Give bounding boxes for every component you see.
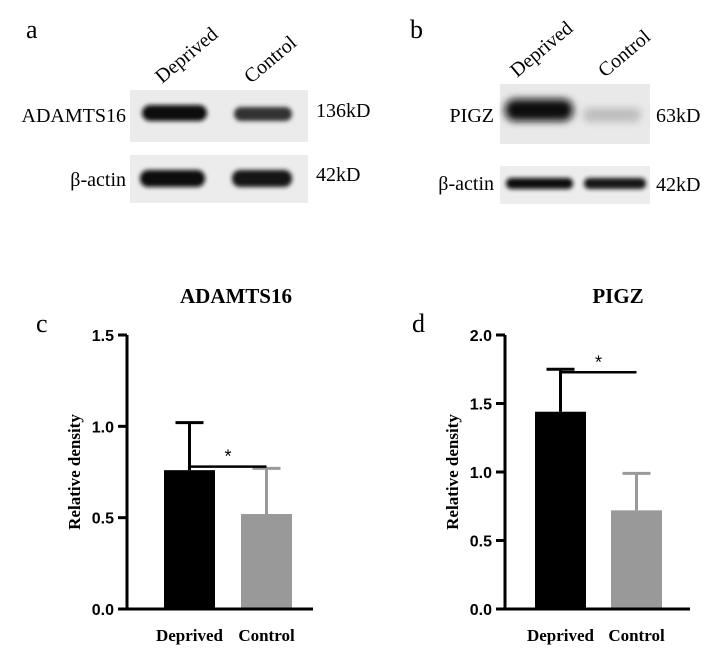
panel-b-lane-control: Control bbox=[594, 25, 655, 81]
band-a-actin-deprived bbox=[140, 170, 205, 187]
y-tick-label: 0.5 bbox=[470, 534, 492, 551]
y-tick-label: 0.0 bbox=[470, 602, 492, 619]
y-tick-label: 2.0 bbox=[470, 328, 492, 345]
band-b-actin-deprived bbox=[506, 178, 573, 189]
significance-marker: * bbox=[224, 447, 231, 467]
y-tick-label: 1.0 bbox=[92, 419, 114, 436]
significance-marker: * bbox=[595, 352, 602, 372]
panel-a-lane-control: Control bbox=[240, 31, 301, 87]
panel-b-letter: b bbox=[410, 15, 423, 44]
blot-b-label-actin: β-actin bbox=[438, 173, 494, 195]
x-tick-label: Control bbox=[608, 626, 665, 645]
blot-a-label-actin: β-actin bbox=[70, 169, 126, 191]
x-tick-label: Deprived bbox=[527, 626, 595, 645]
bar-control bbox=[241, 514, 292, 609]
panel-d-letter: d bbox=[412, 309, 425, 338]
panel-c-letter: c bbox=[36, 309, 48, 338]
panel-a-lane-deprived: Deprived bbox=[151, 23, 222, 88]
chart-title: PIGZ bbox=[592, 284, 643, 308]
y-axis-label: Relative density bbox=[443, 414, 462, 530]
panel-a-blot: a Deprived Control ADAMTS16 β-actin 136k… bbox=[22, 15, 370, 203]
y-axis-label: Relative density bbox=[65, 414, 84, 530]
panel-b-lane-deprived: Deprived bbox=[506, 17, 577, 82]
blot-b-size-63kd: 63kD bbox=[656, 105, 700, 127]
chart-title: ADAMTS16 bbox=[180, 284, 292, 308]
y-tick-label: 0.5 bbox=[92, 511, 114, 528]
y-tick-label: 1.0 bbox=[470, 465, 492, 482]
panel-b-blot: b Deprived Control PIGZ β-actin 63kD 42k… bbox=[410, 15, 700, 204]
blot-a-size-136kd: 136kD bbox=[316, 100, 370, 122]
band-b-pigz-deprived bbox=[505, 99, 573, 121]
chart-adamts16: ADAMTS16 Relative density Deprived Control 0… bbox=[65, 284, 313, 645]
band-a-adamts16-control bbox=[234, 107, 292, 121]
bar-deprived bbox=[535, 411, 586, 609]
band-b-pigz-control bbox=[583, 108, 641, 122]
band-a-adamts16-deprived bbox=[142, 105, 207, 121]
x-tick-label: Deprived bbox=[156, 626, 224, 645]
y-tick-label: 0.0 bbox=[92, 602, 114, 619]
bar-deprived bbox=[164, 470, 215, 609]
bar-control bbox=[611, 510, 662, 609]
x-tick-label: Control bbox=[238, 626, 295, 645]
blot-b-size-42kd: 42kD bbox=[656, 174, 700, 196]
blot-b-label-pigz: PIGZ bbox=[450, 105, 494, 127]
y-tick-label: 1.5 bbox=[470, 397, 492, 414]
blot-a-label-adamts16: ADAMTS16 bbox=[22, 105, 126, 127]
band-a-actin-control bbox=[232, 170, 292, 187]
y-tick-label: 1.5 bbox=[92, 328, 114, 345]
band-b-actin-control bbox=[584, 178, 646, 189]
chart-pigz: PIGZ Relative density Deprived Control 0.0 0.… bbox=[443, 284, 690, 645]
blot-a-size-42kd: 42kD bbox=[316, 164, 360, 186]
panel-a-letter: a bbox=[26, 15, 38, 44]
